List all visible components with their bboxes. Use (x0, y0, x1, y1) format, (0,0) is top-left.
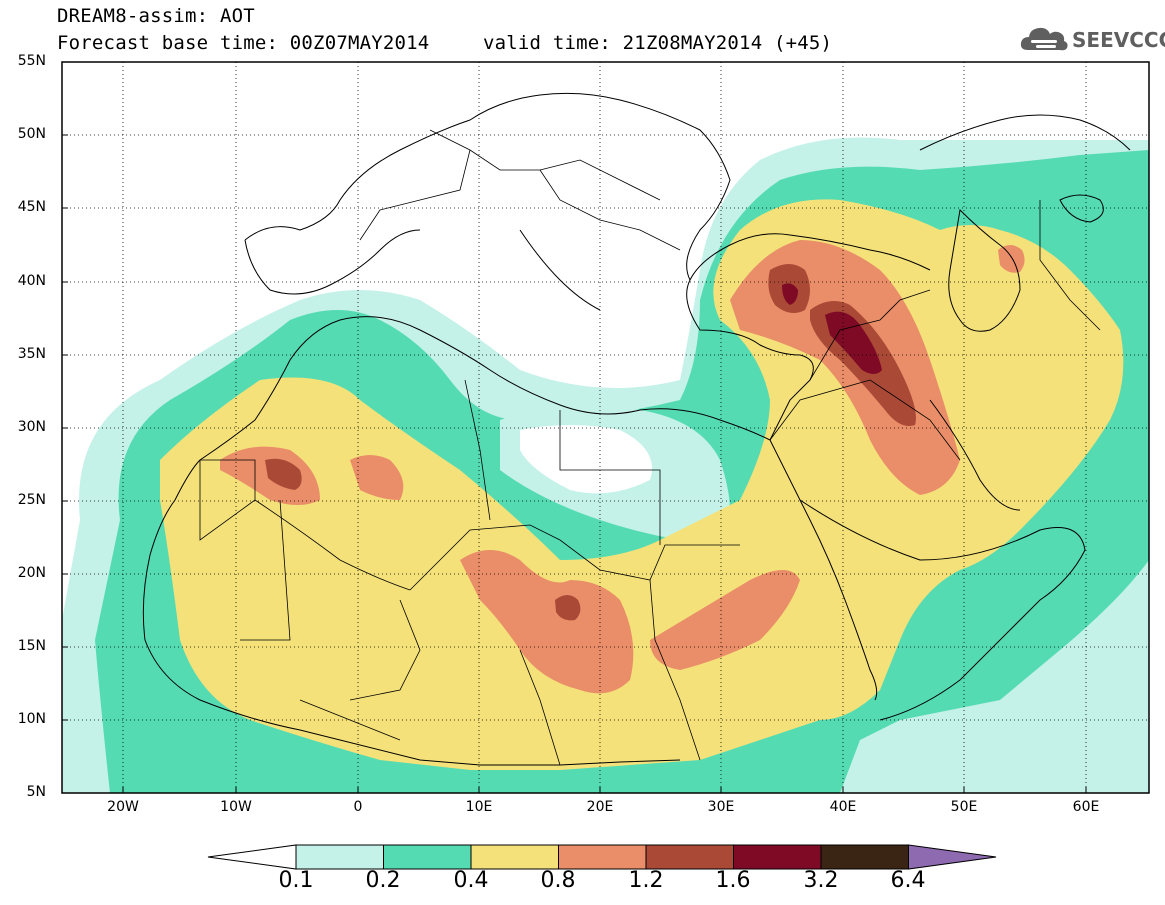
colorbar-label-0.4: 0.4 (453, 868, 489, 893)
lon-label-10e: 10E (465, 799, 493, 815)
aot-region-0.8-sahara-north (350, 455, 404, 500)
axis-ticks (62, 61, 1087, 794)
lat-label-50n: 50N (17, 126, 46, 142)
colorbar-over-arrow (908, 844, 997, 870)
lon-label-10w: 10W (220, 799, 252, 815)
lon-label-20w: 20W (107, 799, 139, 815)
colorbar-label-0.2: 0.2 (365, 868, 401, 893)
colorbar-bin-5 (645, 844, 734, 870)
lon-label-30e: 30E (707, 799, 735, 815)
aot-region-1.6-iraq (825, 311, 882, 374)
lat-label-55n: 55N (17, 53, 46, 69)
aot-region-clear-interior (520, 425, 652, 494)
aot-field (62, 62, 1149, 793)
lat-label-45n: 45N (17, 199, 46, 215)
colorbar-label-6.4: 6.4 (890, 868, 926, 893)
lat-label-40n: 40N (17, 273, 46, 289)
lat-label-10n: 10N (17, 711, 46, 727)
plot-title: DREAM8-assim: AOT (57, 5, 255, 27)
seevccc-logo: SEEVCCC (1018, 22, 1165, 56)
colorbar-label-3.2: 3.2 (803, 868, 839, 893)
lon-label-0: 0 (353, 799, 363, 815)
colorbar-bin-6 (733, 844, 822, 870)
aot-region-1.2-sahara (555, 595, 581, 621)
lat-label-15n: 15N (17, 638, 46, 654)
colorbar-label-1.2: 1.2 (628, 868, 664, 893)
plot-subtitle: Forecast base time: 00Z07MAY2014 valid t… (57, 34, 832, 91)
aot-region-0.8-east-africa (650, 570, 800, 670)
colorbar-bin-7 (820, 844, 909, 870)
aot-region-1.6-anatolia (782, 283, 798, 305)
colorbar-bin-1 (295, 844, 384, 870)
lat-label-30n: 30N (17, 419, 46, 435)
colorbar-under-arrow (207, 844, 297, 870)
cloud-icon (1020, 27, 1068, 51)
lon-label-20e: 20E (586, 799, 614, 815)
colorbar (207, 844, 997, 870)
aot-region-0.8-sahara (460, 550, 634, 694)
coastlines (142, 92, 1131, 766)
aot-region-1.2-westafrica (265, 458, 302, 490)
forecast-base-time: Forecast base time: 00Z07MAY2014 (57, 32, 430, 54)
aot-region-0.8-caspian (998, 245, 1025, 273)
lat-label-25n: 25N (17, 492, 46, 508)
colorbar-label-0.8: 0.8 (540, 868, 576, 893)
lat-label-35n: 35N (17, 346, 46, 362)
colorbar-bin-2 (383, 844, 472, 870)
lat-label-5n: 5N (26, 784, 46, 800)
colorbar-bin-3 (470, 844, 559, 870)
lon-label-50e: 50E (950, 799, 978, 815)
colorbar-label-0.1: 0.1 (278, 868, 314, 893)
colorbar-bin-4 (558, 844, 647, 870)
colorbar-label-1.6: 1.6 (715, 868, 751, 893)
valid-time: valid time: 21Z08MAY2014 (+45) (483, 32, 833, 54)
lon-label-40e: 40E (829, 799, 857, 815)
lat-label-20n: 20N (17, 565, 46, 581)
lon-label-60e: 60E (1072, 799, 1100, 815)
logo-text: SEEVCCC (1072, 28, 1165, 52)
